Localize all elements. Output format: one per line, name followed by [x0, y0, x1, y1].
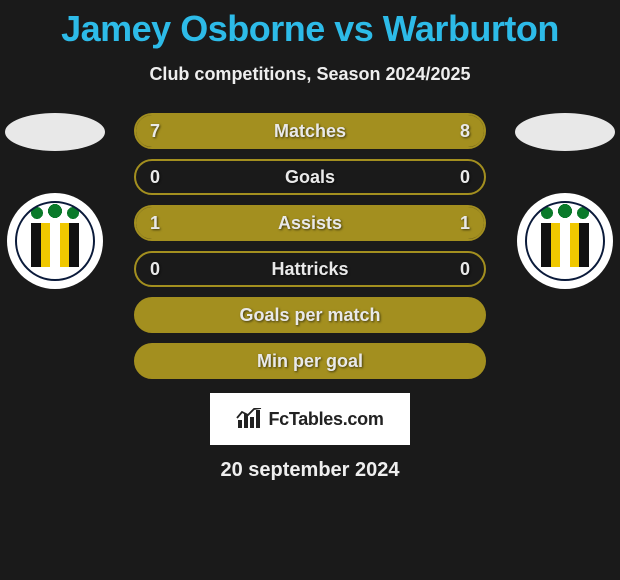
fctables-logo: FcTables.com	[210, 393, 410, 445]
stat-value-right: 1	[460, 213, 470, 234]
stat-row-goals: 0 Goals 0	[134, 159, 486, 195]
stat-label: Matches	[274, 121, 346, 142]
stat-row-min-per-goal: Min per goal	[134, 343, 486, 379]
stat-label: Hattricks	[271, 259, 348, 280]
stat-label: Assists	[278, 213, 342, 234]
stats-rows: 7 Matches 8 0 Goals 0 1 Assists 1 0 Hattricks 0 Goal…	[134, 113, 486, 379]
fctables-logo-text: FcTables.com	[268, 409, 383, 430]
stat-value-left: 1	[150, 213, 160, 234]
stat-value-left: 0	[150, 167, 160, 188]
player-right-column	[510, 113, 620, 289]
stat-label: Goals per match	[239, 305, 380, 326]
stat-row-assists: 1 Assists 1	[134, 205, 486, 241]
stat-row-goals-per-match: Goals per match	[134, 297, 486, 333]
stat-value-right: 0	[460, 259, 470, 280]
player-right-photo-placeholder	[515, 113, 615, 151]
page-title: Jamey Osborne vs Warburton	[0, 0, 620, 50]
stat-label: Min per goal	[257, 351, 363, 372]
stat-value-right: 8	[460, 121, 470, 142]
stat-row-matches: 7 Matches 8	[134, 113, 486, 149]
stat-label: Goals	[285, 167, 335, 188]
stat-row-hattricks: 0 Hattricks 0	[134, 251, 486, 287]
page-subtitle: Club competitions, Season 2024/2025	[0, 64, 620, 85]
stat-value-left: 7	[150, 121, 160, 142]
generation-date: 20 september 2024	[0, 459, 620, 482]
player-left-club-badge	[7, 193, 103, 289]
stat-value-left: 0	[150, 259, 160, 280]
player-right-club-badge	[517, 193, 613, 289]
bar-chart-icon	[236, 408, 262, 430]
stat-value-right: 0	[460, 167, 470, 188]
player-left-column	[0, 113, 110, 289]
player-left-photo-placeholder	[5, 113, 105, 151]
comparison-content: 7 Matches 8 0 Goals 0 1 Assists 1 0 Hattricks 0 Goal…	[0, 113, 620, 482]
